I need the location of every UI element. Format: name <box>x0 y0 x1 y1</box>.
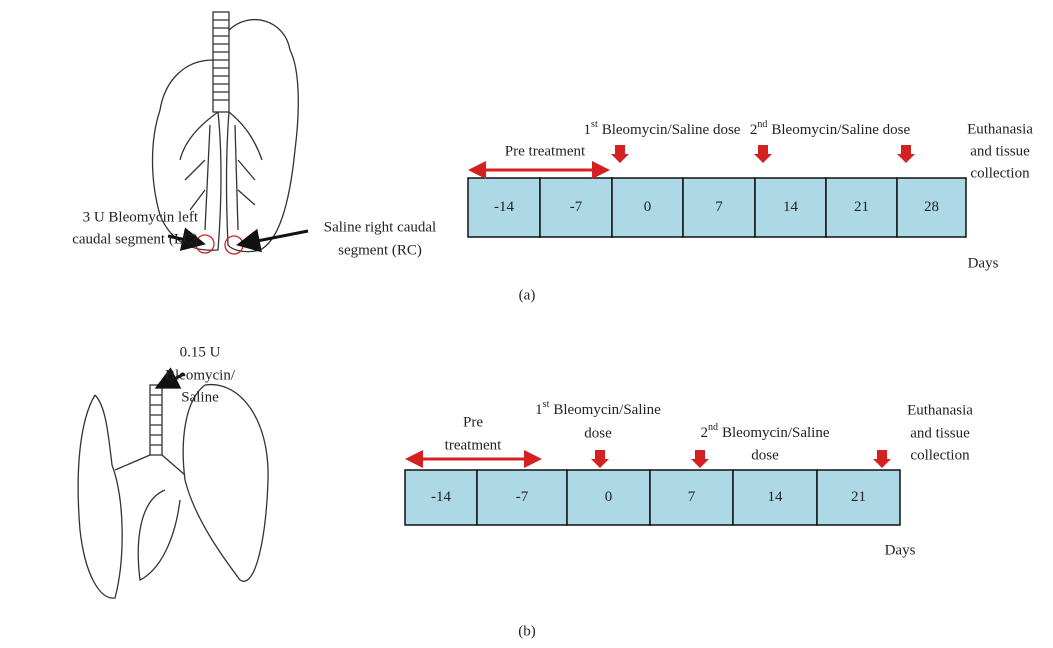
event-label: and tissue <box>910 425 970 441</box>
day-label: -14 <box>431 489 451 505</box>
lung-illustration-b <box>78 374 268 598</box>
day-label: 28 <box>924 199 939 215</box>
red-arrow <box>591 450 609 468</box>
day-label: 21 <box>851 489 866 505</box>
red-arrow <box>873 450 891 468</box>
illustration-label: Saline right caudal <box>324 219 436 235</box>
day-label: 14 <box>783 199 799 215</box>
day-label: -14 <box>494 199 514 215</box>
figure: 3 U Bleomycin left caudal segment (LC) Sal… <box>0 0 1053 648</box>
illustration-label: Bleomycin/ <box>165 367 236 383</box>
red-arrow <box>754 145 772 163</box>
event-label: collection <box>910 447 970 463</box>
panel-label: (a) <box>519 287 536 303</box>
ordinal-suffix: nd <box>757 119 767 130</box>
ordinal-number: 2 <box>750 122 758 138</box>
event-label: 1st Bleomycin/Saline dose <box>584 119 741 138</box>
event-text: Bleomycin/Saline dose <box>771 122 910 138</box>
pre-treatment-label: treatment <box>445 437 502 453</box>
event-label: 2nd Bleomycin/Saline dose <box>750 119 911 138</box>
day-label: 21 <box>854 199 869 215</box>
event-text: Bleomycin/Saline <box>722 425 830 441</box>
ordinal-number: 1 <box>584 122 592 138</box>
day-label: 0 <box>605 489 613 505</box>
pre-treatment-label: Pre treatment <box>505 143 586 159</box>
ordinal-number: 1 <box>535 402 543 418</box>
red-arrow <box>611 145 629 163</box>
day-label: 7 <box>688 489 696 505</box>
illustration-label: 3 U Bleomycin left <box>83 209 199 225</box>
event-label: Euthanasia <box>967 121 1033 137</box>
illustration-label: Saline <box>181 389 219 405</box>
day-label: -7 <box>516 489 529 505</box>
day-label: -7 <box>570 199 583 215</box>
red-arrow <box>691 450 709 468</box>
event-label: and tissue <box>970 143 1030 159</box>
event-label: dose <box>584 425 612 441</box>
red-arrow <box>897 145 915 163</box>
axis-unit: Days <box>885 542 916 558</box>
panel-label: (b) <box>518 623 536 639</box>
event-label: collection <box>970 165 1030 181</box>
ordinal-suffix: st <box>591 119 598 130</box>
day-label: 0 <box>644 199 652 215</box>
event-label: Euthanasia <box>907 402 973 418</box>
event-label: 2nd Bleomycin/Saline <box>701 422 830 441</box>
ordinal-suffix: st <box>543 399 550 410</box>
event-text: Bleomycin/Saline dose <box>602 122 741 138</box>
ordinal-number: 2 <box>701 425 709 441</box>
illustration-label: segment (RC) <box>338 242 422 258</box>
event-label: dose <box>751 447 779 463</box>
axis-unit: Days <box>968 255 999 271</box>
pre-treatment-label: Pre <box>463 414 483 430</box>
illustration-label: caudal segment (LC) <box>72 231 198 247</box>
event-text: Bleomycin/Saline <box>553 402 661 418</box>
illustration-label: 0.15 U <box>180 344 221 360</box>
day-label: 7 <box>715 199 723 215</box>
day-label: 14 <box>768 489 784 505</box>
ordinal-suffix: nd <box>708 422 718 433</box>
